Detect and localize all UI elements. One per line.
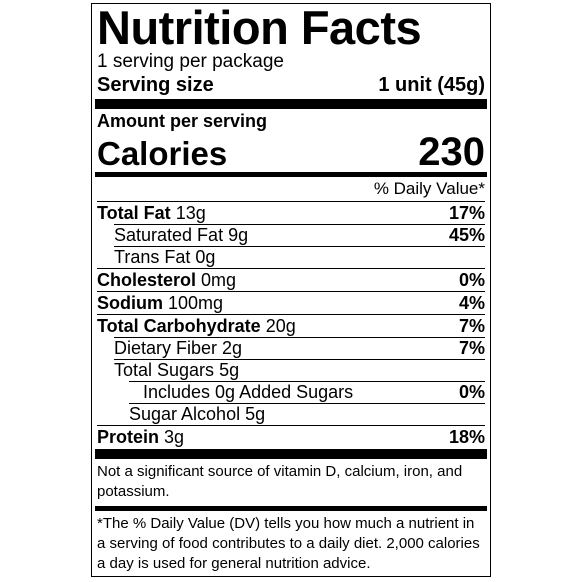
servings-per-container: 1 serving per package — [97, 51, 284, 72]
calories-row: Calories 230 — [97, 132, 485, 172]
nutrient-amount: 9g — [228, 225, 249, 245]
nutrient-name: Sugar Alcohol — [129, 404, 241, 424]
nutrient-row-saturated-fat: Saturated Fat 9g 45% — [97, 224, 485, 246]
nutrient-amount: 20g — [265, 316, 296, 336]
nutrient-name: Protein — [97, 427, 160, 447]
nutrient-name: Sodium — [97, 293, 163, 313]
nutrient-amount: 2g — [222, 338, 243, 358]
nutrient-dv: 0% — [458, 382, 485, 402]
nutrient-name: Total Carbohydrate — [97, 316, 261, 336]
nutrient-name: Includes 0g Added Sugars — [143, 382, 354, 402]
thick-divider — [95, 99, 487, 109]
serving-size-label: Serving size — [97, 74, 214, 96]
label-title: Nutrition Facts — [97, 1, 422, 54]
daily-value-footnote: *The % Daily Value (DV) tells you how mu… — [97, 515, 480, 572]
nutrient-row-total-sugars: Total Sugars 5g — [97, 359, 485, 381]
medium-divider-footnote — [95, 506, 487, 511]
nutrient-name: Saturated Fat — [114, 225, 224, 245]
nutrient-name: Total Sugars — [114, 360, 215, 380]
nutrient-name: Trans Fat — [114, 247, 191, 267]
serving-size-value: 1 unit (45g) — [378, 74, 485, 96]
nutrient-amount: 3g — [164, 427, 185, 447]
calories-label: Calories — [97, 135, 228, 172]
nutrient-dv: 45% — [448, 225, 485, 245]
nutrient-row-cholesterol: Cholesterol 0mg 0% — [97, 268, 485, 291]
nutrient-amount: 0g — [195, 247, 216, 267]
nutrient-dv: 4% — [458, 293, 485, 313]
nutrient-amount: 5g — [219, 360, 240, 380]
nutrient-row-protein: Protein 3g 18% — [97, 425, 485, 448]
nutrient-row-added-sugars: Includes 0g Added Sugars 0% — [97, 381, 485, 403]
daily-value-header: % Daily Value* — [373, 179, 485, 198]
nutrient-row-trans-fat: Trans Fat 0g — [97, 246, 485, 268]
nutrient-amount: 5g — [245, 404, 266, 424]
nutrient-row-total-fat: Total Fat 13g 17% — [97, 201, 485, 224]
nutrient-amount: 13g — [175, 203, 206, 223]
nutrient-row-dietary-fiber: Dietary Fiber 2g 7% — [97, 337, 485, 359]
medium-divider — [95, 172, 487, 177]
nutrient-dv: 18% — [448, 427, 485, 447]
nutrient-row-sugar-alcohol: Sugar Alcohol 5g — [97, 403, 485, 425]
nutrient-row-sodium: Sodium 100mg 4% — [97, 291, 485, 314]
nutrient-dv: 17% — [448, 203, 485, 223]
nutrient-dv: 0% — [458, 270, 485, 290]
nutrient-amount: 100mg — [168, 293, 224, 313]
thick-divider-bottom — [95, 449, 487, 459]
nutrition-facts-label: Nutrition Facts 1 serving per package Se… — [91, 3, 491, 577]
amount-per-serving: Amount per serving — [97, 111, 268, 131]
serving-size-row: Serving size 1 unit (45g) — [97, 72, 485, 98]
nutrient-name: Total Fat — [97, 203, 171, 223]
calories-value: 230 — [418, 130, 485, 174]
nutrient-dv: 7% — [458, 338, 485, 358]
nutrient-dv: 7% — [458, 316, 485, 336]
nutrient-name: Dietary Fiber — [114, 338, 218, 358]
nutrient-row-total-carbohydrate: Total Carbohydrate 20g 7% — [97, 314, 485, 337]
nutrient-amount: 0mg — [201, 270, 237, 290]
nutrient-name: Cholesterol — [97, 270, 197, 290]
vitamin-note: Not a significant source of vitamin D, c… — [97, 463, 463, 500]
